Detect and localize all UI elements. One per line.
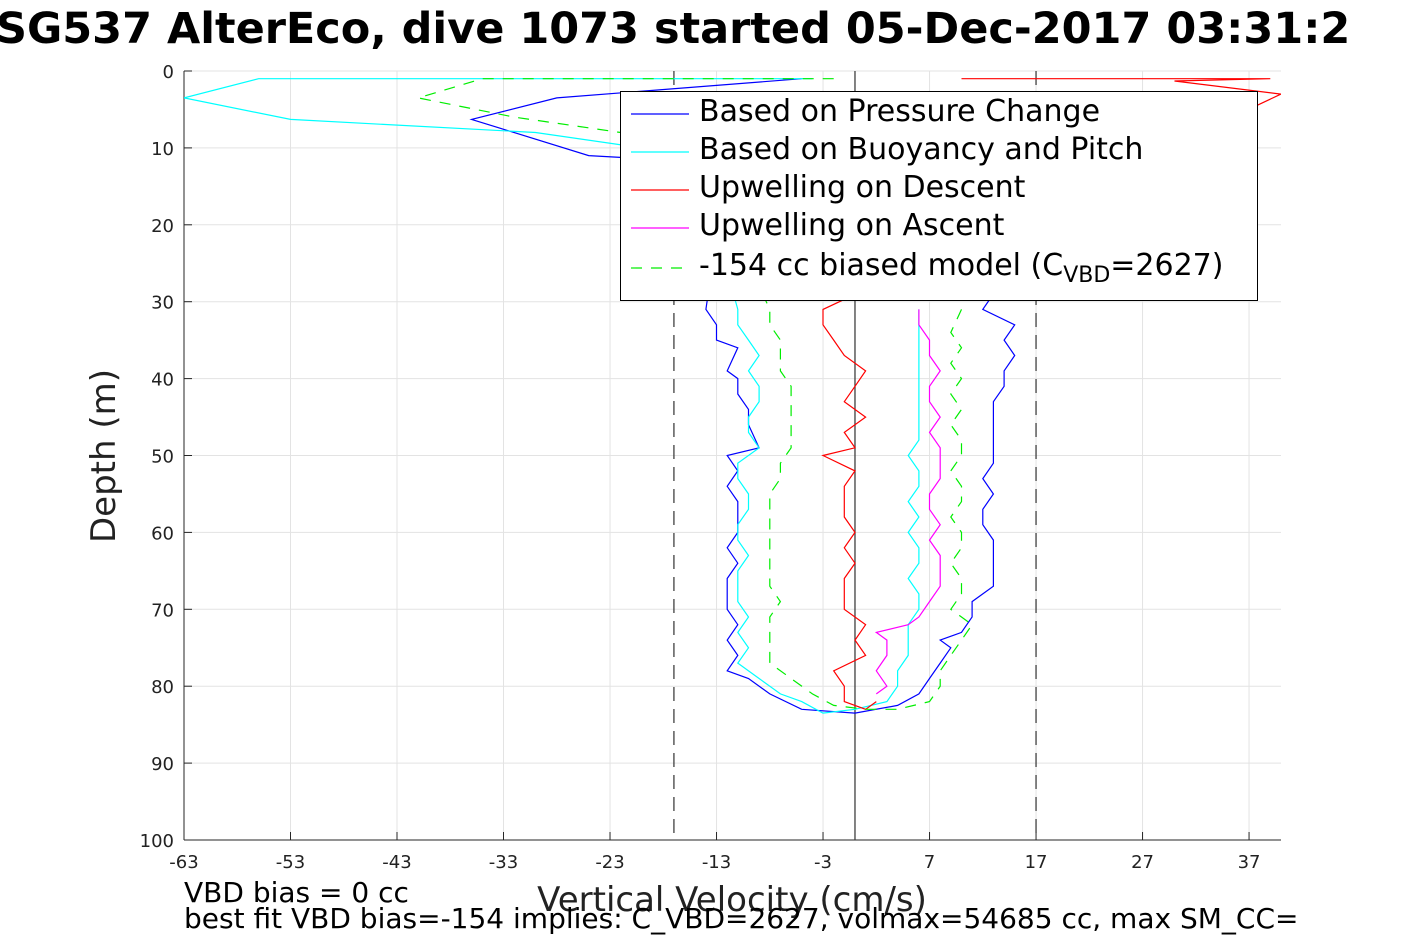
legend-label-pressure: Based on Pressure Change bbox=[699, 94, 1101, 129]
legend-item-buoyancy: Based on Buoyancy and Pitch bbox=[629, 132, 1249, 170]
legend-swatch-upwell-ascent bbox=[631, 227, 689, 229]
legend: Based on Pressure Change Based on Buoyan… bbox=[620, 91, 1258, 301]
x-tick-label: 7 bbox=[924, 852, 935, 873]
series-line-1 bbox=[184, 78, 920, 714]
y-tick-label: 70 bbox=[151, 600, 174, 621]
legend-label-upwell-descent: Upwelling on Descent bbox=[699, 170, 1026, 205]
y-tick-label: 40 bbox=[151, 370, 174, 391]
y-tick-label: 10 bbox=[151, 139, 174, 160]
legend-item-biased-model: -154 cc biased model (CVBD=2627) bbox=[629, 248, 1249, 288]
y-tick-label: 50 bbox=[151, 447, 174, 468]
y-tick-label: 30 bbox=[151, 293, 174, 314]
legend-biased-suffix: =2627) bbox=[1110, 248, 1224, 283]
x-tick-label: -43 bbox=[382, 852, 411, 873]
y-tick-label: 100 bbox=[140, 831, 174, 852]
series-line-3 bbox=[874, 309, 941, 695]
legend-item-upwell-ascent: Upwelling on Ascent bbox=[629, 208, 1249, 246]
y-tick-label: 60 bbox=[151, 523, 174, 544]
x-axis-label: Vertical Velocity (cm/s) bbox=[537, 880, 927, 920]
legend-item-pressure: Based on Pressure Change bbox=[629, 94, 1249, 132]
legend-label-buoyancy: Based on Buoyancy and Pitch bbox=[699, 132, 1144, 167]
x-tick-label: -23 bbox=[595, 852, 624, 873]
legend-biased-prefix: -154 cc biased model (C bbox=[699, 248, 1064, 283]
legend-swatch-buoyancy bbox=[631, 151, 689, 153]
x-tick-label: -13 bbox=[702, 852, 731, 873]
y-tick-label: 90 bbox=[151, 754, 174, 775]
legend-swatch-biased-model bbox=[631, 267, 689, 269]
chart-title: SG537 AlterEco, dive 1073 started 05-Dec… bbox=[0, 4, 1351, 54]
series-line-2 bbox=[821, 78, 1281, 710]
legend-label-biased-model: -154 cc biased model (CVBD=2627) bbox=[699, 248, 1223, 288]
vbd-bias-note: VBD bias = 0 cc bbox=[184, 876, 409, 909]
x-tick-label: -53 bbox=[276, 852, 305, 873]
y-tick-label: 80 bbox=[151, 677, 174, 698]
legend-swatch-upwell-descent bbox=[631, 189, 689, 191]
legend-swatch-pressure bbox=[631, 113, 689, 115]
legend-item-upwell-descent: Upwelling on Descent bbox=[629, 170, 1249, 208]
series-line-0 bbox=[469, 78, 1016, 714]
x-tick-label: 17 bbox=[1025, 852, 1048, 873]
legend-label-upwell-ascent: Upwelling on Ascent bbox=[699, 208, 1005, 243]
y-axis-label: Depth (m) bbox=[84, 368, 124, 544]
x-tick-label: 27 bbox=[1131, 852, 1154, 873]
best-fit-note: best fit VBD bias=-154 implies: C_VBD=26… bbox=[184, 902, 1299, 935]
x-tick-label: -3 bbox=[814, 852, 832, 873]
y-tick-label: 0 bbox=[163, 62, 174, 83]
x-tick-label: -63 bbox=[169, 852, 198, 873]
y-tick-label: 20 bbox=[151, 216, 174, 237]
legend-biased-sub: VBD bbox=[1063, 263, 1111, 288]
x-tick-label: 37 bbox=[1238, 852, 1261, 873]
series-line-4 bbox=[418, 78, 973, 710]
x-tick-label: -33 bbox=[489, 852, 518, 873]
